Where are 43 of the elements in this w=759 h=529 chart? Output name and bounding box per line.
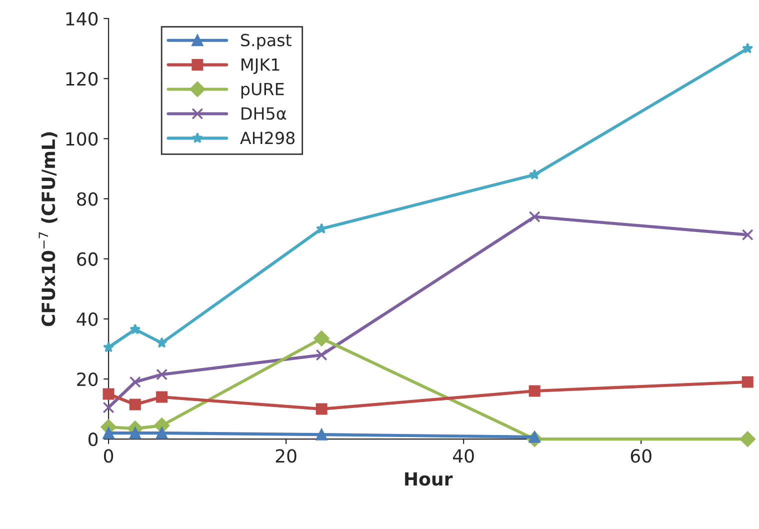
point [156, 337, 168, 348]
y-tick-label: 40 [76, 312, 98, 326]
x-tick-label: 60 [630, 449, 652, 463]
point [129, 427, 141, 439]
point [316, 223, 328, 234]
y-tick-label: 100 [66, 132, 98, 146]
point [156, 391, 168, 403]
point [529, 168, 540, 180]
point [156, 427, 168, 439]
point [130, 324, 141, 334]
point [316, 403, 328, 415]
point [102, 388, 114, 400]
legend-label: DH5α [242, 107, 286, 120]
x-tick-label: 0 [104, 449, 114, 463]
point [742, 42, 754, 54]
point [102, 402, 114, 414]
point [103, 342, 114, 352]
y-tick-label: 0 [88, 432, 98, 446]
legend-label: pURE [241, 82, 284, 99]
legend-label: S.past [241, 34, 292, 50]
y-tick-label: 120 [66, 72, 98, 86]
point [528, 385, 540, 397]
point [740, 431, 756, 447]
point [316, 428, 328, 440]
point [129, 376, 141, 388]
point [742, 376, 754, 388]
point [528, 211, 540, 223]
legend-label: MJK1 [242, 58, 280, 74]
y-axis-title: CFUx10$^{−7}$ (CFU/mL) [38, 132, 58, 326]
y-tick-label: 60 [77, 252, 98, 266]
point [314, 330, 330, 346]
y-tick-label: 80 [77, 192, 98, 206]
point [316, 349, 328, 361]
point [129, 398, 141, 410]
x-tick-label: 20 [276, 449, 296, 463]
x-axis-title: Hour [405, 472, 453, 486]
point [102, 427, 114, 439]
point [156, 368, 168, 380]
x-tick-label: 40 [452, 449, 474, 463]
y-tick-label: 140 [66, 12, 98, 26]
y-tick-label: 20 [77, 372, 98, 386]
point [742, 229, 754, 241]
legend-label: AH298 [240, 132, 295, 144]
